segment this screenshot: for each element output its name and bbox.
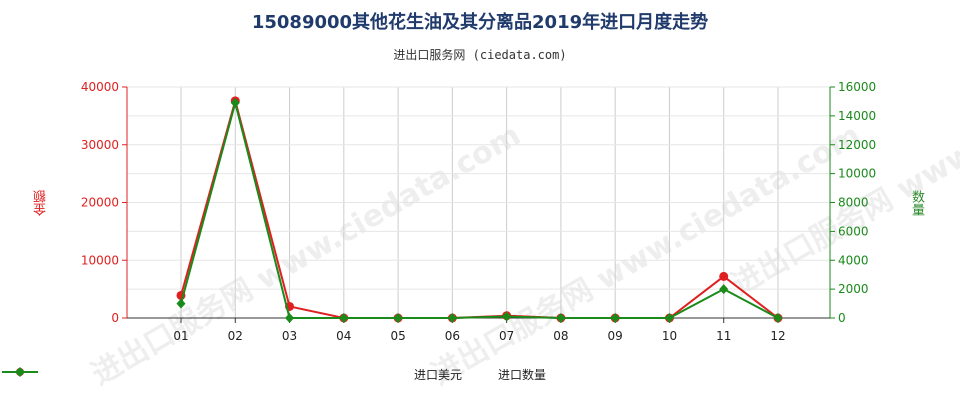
chart-subtitle: 进出口服务网 (ciedata.com) bbox=[393, 48, 567, 62]
y-tick-left-label: 0 bbox=[111, 311, 119, 325]
y-tick-right-label: 2000 bbox=[838, 282, 869, 296]
y-tick-left-label: 10000 bbox=[81, 253, 119, 267]
legend-label-quantity: 进口数量 bbox=[498, 368, 547, 382]
data-point-quantity bbox=[773, 313, 783, 323]
legend: 进口美元 进口数量 bbox=[0, 366, 960, 383]
y-tick-right-label: 10000 bbox=[838, 167, 876, 181]
y-tick-right-label: 0 bbox=[838, 311, 846, 325]
data-point-quantity bbox=[556, 313, 566, 323]
x-tick-label: 07 bbox=[499, 329, 514, 343]
y-tick-right-label: 6000 bbox=[838, 224, 869, 238]
series-line-usd bbox=[180, 97, 779, 319]
y-tick-right-label: 12000 bbox=[838, 138, 876, 152]
data-point-quantity bbox=[447, 313, 457, 323]
data-point-quantity bbox=[176, 298, 186, 309]
y-tick-left-label: 30000 bbox=[81, 138, 119, 152]
x-tick-label: 09 bbox=[608, 329, 623, 343]
x-tick-label: 12 bbox=[770, 329, 785, 343]
legend-item-quantity[interactable]: 进口数量 bbox=[2, 366, 547, 383]
x-tick-label: 11 bbox=[716, 329, 731, 343]
series-line-quantity bbox=[180, 98, 779, 319]
y-tick-right-label: 14000 bbox=[838, 109, 876, 123]
x-tick-label: 06 bbox=[445, 329, 460, 343]
y-tick-right-label: 8000 bbox=[838, 196, 869, 210]
x-tick-label: 08 bbox=[553, 329, 568, 343]
legend-marker-quantity bbox=[2, 367, 38, 377]
y-axis-right-label: 数量 bbox=[909, 190, 924, 216]
data-point-quantity bbox=[610, 313, 620, 323]
chart-title: 15089000其他花生油及其分离品2019年进口月度走势 bbox=[251, 12, 709, 33]
y-tick-right-label: 4000 bbox=[838, 253, 869, 267]
data-point-quantity bbox=[664, 313, 674, 323]
x-tick-label: 05 bbox=[390, 329, 405, 343]
y-tick-left-label: 20000 bbox=[81, 196, 119, 210]
data-point-usd bbox=[719, 271, 729, 281]
x-tick-label: 10 bbox=[662, 329, 677, 343]
x-tick-label: 02 bbox=[228, 329, 243, 343]
x-tick-label: 04 bbox=[336, 329, 351, 343]
data-point-quantity bbox=[285, 313, 295, 323]
data-point-quantity bbox=[339, 313, 349, 323]
x-tick-label: 03 bbox=[282, 329, 297, 343]
data-point-quantity bbox=[502, 311, 512, 322]
y-axis-left-label: 金额 bbox=[34, 190, 49, 216]
data-point-quantity bbox=[230, 97, 240, 108]
y-tick-right-label: 16000 bbox=[838, 80, 876, 94]
legend-item-usd[interactable]: 进口美元 bbox=[2, 366, 462, 383]
legend-label-usd: 进口美元 bbox=[413, 368, 462, 382]
data-point-quantity bbox=[393, 313, 403, 323]
data-point-quantity bbox=[719, 284, 729, 295]
y-tick-left-label: 40000 bbox=[81, 80, 119, 94]
x-tick-label: 01 bbox=[173, 329, 188, 343]
